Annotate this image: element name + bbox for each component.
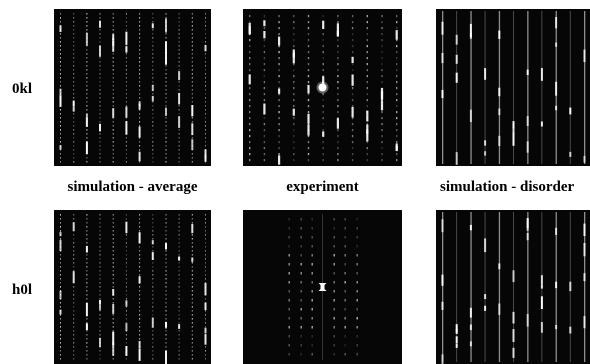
pattern-h0l-simulation-disorder-svg [441, 212, 586, 364]
pattern-0kl-simulation-average [54, 9, 211, 166]
column-title-simulation-disorder: simulation - disorder [440, 179, 575, 195]
row-label-0kl: 0kl [12, 81, 33, 97]
pattern-0kl-simulation-average-svg [59, 13, 207, 163]
pattern-h0l-experiment-svg [288, 214, 358, 360]
pattern-h0l-simulation-average-svg [59, 214, 207, 364]
column-title-simulation-average: simulation - average [67, 179, 198, 195]
pattern-0kl-experiment [243, 9, 402, 166]
pattern-h0l-simulation-average [54, 210, 211, 364]
row-label-h0l: h0l [12, 282, 33, 298]
pattern-0kl-experiment-svg [248, 15, 398, 165]
column-title-experiment: experiment [286, 179, 359, 195]
pattern-0kl-simulation-disorder-svg [441, 11, 586, 165]
pattern-h0l-simulation-disorder [436, 210, 590, 364]
pattern-0kl-simulation-disorder [436, 9, 590, 166]
pattern-h0l-experiment [243, 210, 402, 364]
